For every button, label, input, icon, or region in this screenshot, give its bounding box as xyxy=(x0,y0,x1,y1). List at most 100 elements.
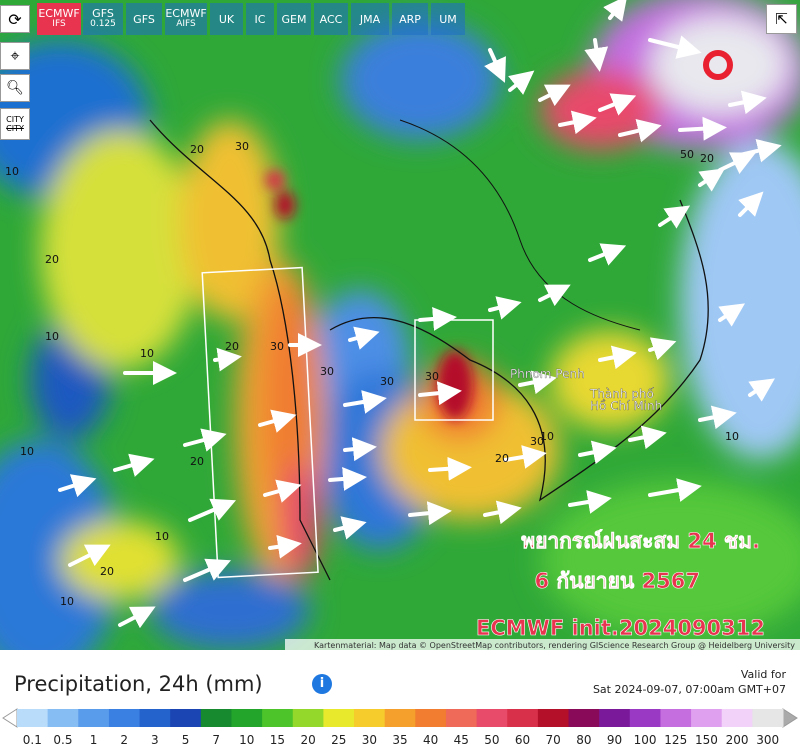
legend-panel: Precipitation, 24h (mm) i Valid for Sat … xyxy=(0,650,800,749)
wind-arrow xyxy=(588,243,627,266)
wind-arrow xyxy=(603,0,628,22)
info-button[interactable]: i xyxy=(312,674,332,694)
model-sublabel: 0.125 xyxy=(90,19,116,29)
scale-label: 10 xyxy=(239,733,254,747)
wind-arrow xyxy=(598,93,637,116)
scale-label: 50 xyxy=(484,733,499,747)
model-label: GEM xyxy=(281,12,307,26)
scale-swatch xyxy=(660,709,692,727)
scale-swatch xyxy=(507,709,539,727)
model-button[interactable]: ECMWF IFS xyxy=(37,3,81,35)
model-button[interactable]: ACC xyxy=(314,3,348,35)
wind-arrow xyxy=(483,500,522,525)
scale-label: 45 xyxy=(454,733,469,747)
wind-arrow xyxy=(728,90,767,115)
scale-swatch xyxy=(415,709,447,727)
wind-arrow xyxy=(518,370,557,395)
wind-arrow xyxy=(658,205,691,229)
wind-arrow xyxy=(343,437,377,462)
model-button[interactable]: ECMWF AIFS xyxy=(165,3,207,35)
scale-swatch xyxy=(354,709,386,727)
contour-label: 10 xyxy=(540,430,554,443)
share-button[interactable]: ⇱ xyxy=(766,4,797,34)
overlay-date: 6 กันยายน 2567 xyxy=(534,569,700,593)
wind-arrow xyxy=(578,440,617,465)
wind-arrow xyxy=(718,303,745,327)
valid-for-label: Valid for xyxy=(740,668,786,681)
contour-label: 30 xyxy=(425,370,439,383)
model-label: ACC xyxy=(319,12,343,26)
model-label: ECMWF xyxy=(165,7,207,20)
scale-label: 300 xyxy=(756,733,779,747)
scale-label: 40 xyxy=(423,733,438,747)
legend-title: Precipitation, 24h (mm) xyxy=(14,672,263,696)
scale-label: 60 xyxy=(515,733,530,747)
scale-swatch xyxy=(568,709,600,727)
wind-arrow xyxy=(718,152,756,175)
scale-swatch xyxy=(445,709,478,727)
scale-swatch xyxy=(629,709,661,727)
scale-label: 15 xyxy=(270,733,285,747)
scale-swatch xyxy=(78,709,110,727)
city-toggle[interactable]: CITY CITY xyxy=(0,108,30,140)
wind-arrow xyxy=(258,409,297,433)
wind-arrow xyxy=(584,38,609,72)
model-sublabel: IFS xyxy=(52,19,66,29)
model-button[interactable]: GFS 0.125 xyxy=(83,3,123,35)
scale-label: 30 xyxy=(362,733,377,747)
scale-swatch xyxy=(139,709,171,727)
model-button[interactable]: GEM xyxy=(277,3,311,35)
model-sublabel: AIFS xyxy=(176,19,196,29)
wind-arrow xyxy=(698,405,737,430)
scale-label: 2 xyxy=(120,733,128,747)
wind-arrow xyxy=(268,534,302,559)
contour-label: 20 xyxy=(100,565,114,578)
contour-label: 10 xyxy=(60,595,74,608)
contour-label: 50 xyxy=(680,148,694,161)
wind-arrow xyxy=(328,466,367,491)
wind-arrow xyxy=(428,456,472,481)
scale-label: 150 xyxy=(695,733,718,747)
model-button[interactable]: JMA xyxy=(351,3,389,35)
locate-button[interactable]: ⌖ xyxy=(0,42,30,70)
wind-arrow xyxy=(648,337,677,361)
wind-arrow xyxy=(183,558,232,582)
model-button[interactable]: UK xyxy=(210,3,243,35)
model-button[interactable]: GFS xyxy=(126,3,162,35)
scale-label: 200 xyxy=(726,733,749,747)
contour-label: 30 xyxy=(235,140,249,153)
contour-label: 30 xyxy=(320,365,334,378)
wind-arrow xyxy=(418,381,462,406)
reload-button[interactable]: ⟳ xyxy=(0,5,30,33)
place-label: Thành phố xyxy=(589,387,655,401)
wind-arrow xyxy=(648,478,702,502)
scale-swatch xyxy=(108,709,141,727)
scale-swatch xyxy=(476,709,508,727)
wind-arrow xyxy=(488,296,522,320)
model-label: IC xyxy=(254,12,266,26)
wind-arrow xyxy=(738,191,764,217)
wind-arrow xyxy=(618,119,662,143)
scale-swatch xyxy=(537,709,570,727)
wind-arrow xyxy=(333,516,367,540)
contour-label: 20 xyxy=(495,452,509,465)
wind-arrow xyxy=(538,284,571,307)
scale-label: 3 xyxy=(151,733,159,747)
wind-arrow xyxy=(598,345,637,370)
wind-arrow xyxy=(538,84,571,107)
scale-label: 20 xyxy=(300,733,315,747)
model-button[interactable]: UM xyxy=(431,3,465,35)
contour-label: 10 xyxy=(155,530,169,543)
wind-arrow xyxy=(568,490,612,514)
scale-swatch xyxy=(170,709,202,727)
model-button[interactable]: IC xyxy=(246,3,274,35)
zoom-button[interactable]: 🔍︎ xyxy=(0,74,30,102)
model-label: JMA xyxy=(359,12,381,26)
model-button[interactable]: ARP xyxy=(392,3,428,35)
wind-arrow xyxy=(418,306,457,331)
contour-label: 10 xyxy=(20,445,34,458)
contour-label: 10 xyxy=(140,347,154,360)
color-scale: 0.1 0.5 1 2 3 5 7 10 15 20 25 30 35 40 45 50 60 70 80 90 100… xyxy=(2,708,798,747)
scale-label: 100 xyxy=(634,733,657,747)
